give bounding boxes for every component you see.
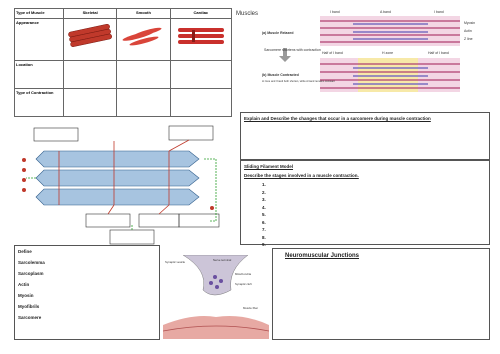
item: Sarcomere bbox=[18, 315, 42, 320]
cardiac-image bbox=[177, 28, 224, 44]
skeletal-image bbox=[68, 24, 112, 47]
term-list: Sarcolemma Sarcoplasm Actin Myosin Myofibril… bbox=[18, 260, 156, 320]
label: I band bbox=[330, 10, 340, 14]
label: H zone and I band both shorten, while A … bbox=[262, 79, 335, 83]
row-label: Type of Contraction bbox=[14, 88, 64, 117]
muscle-table: Type of Muscle Skeletal Smooth Cardiac Appe… bbox=[14, 8, 233, 117]
label: A band bbox=[380, 10, 391, 14]
th: Smooth bbox=[116, 8, 171, 19]
label: Myosin bbox=[464, 21, 475, 25]
label: I band bbox=[434, 10, 444, 14]
row-label: Appearance bbox=[14, 18, 64, 61]
nmj-box: Neuromuscular Junctions bbox=[272, 248, 490, 340]
nmj-image: Synaptic vesicle Nerve terminal Mitochondr… bbox=[163, 255, 269, 339]
item: Sarcoplasm bbox=[18, 271, 44, 276]
label: Half of I band bbox=[322, 51, 343, 55]
item: Synaptic vesicle bbox=[165, 260, 185, 264]
item: 7. bbox=[262, 227, 266, 232]
item: Muscle fiber bbox=[243, 306, 258, 310]
row-label: Location bbox=[14, 60, 64, 89]
label: H zone bbox=[382, 51, 393, 55]
label: (a) Muscle Relaxed bbox=[262, 31, 294, 35]
label: Half of I band bbox=[428, 51, 449, 55]
myofibril-diagram bbox=[22, 125, 220, 245]
item: 3. bbox=[262, 197, 266, 202]
prompt: Describe the stages involved in a muscle… bbox=[244, 173, 359, 178]
item: 1. bbox=[262, 182, 266, 187]
item: Myosin bbox=[18, 293, 34, 298]
label: Z line bbox=[464, 37, 473, 41]
prompt: Explain and Describe the changes that oc… bbox=[244, 116, 431, 121]
item: 5. bbox=[262, 212, 266, 217]
item: 9. bbox=[262, 242, 266, 247]
explain-box: Explain and Describe the changes that oc… bbox=[240, 112, 490, 160]
heading: Neuromuscular Junctions bbox=[285, 253, 360, 259]
th: Type of Muscle bbox=[14, 8, 64, 19]
item: Myofibrils bbox=[18, 304, 40, 309]
smooth-image bbox=[122, 27, 162, 46]
th: Cardiac bbox=[169, 8, 233, 19]
item: 6. bbox=[262, 219, 266, 225]
label: (b) Muscle Contracted bbox=[262, 73, 299, 77]
item: 8. bbox=[262, 234, 266, 240]
item: Synaptic cleft bbox=[235, 282, 252, 286]
item: Mitochondria bbox=[235, 272, 251, 276]
item: Actin bbox=[18, 282, 30, 287]
define-box: Define Sarcolemma Sarcoplasm Actin Myosin My… bbox=[14, 245, 160, 340]
item: Sarcolemma bbox=[18, 260, 45, 265]
page-title: Muscles bbox=[236, 11, 259, 17]
stage-list: 1. 2. 3. 4. 5. 6. 7. 8. 9. bbox=[262, 181, 486, 249]
label: Sarcomere shortens with contraction bbox=[264, 48, 321, 52]
item: 4. bbox=[262, 204, 266, 210]
sliding-box: Sliding Filament Model Describe the stag… bbox=[240, 160, 490, 247]
th: Skeletal bbox=[62, 8, 118, 19]
heading: Define bbox=[18, 249, 32, 254]
item: 2. bbox=[262, 189, 266, 195]
heading: Sliding Filament Model bbox=[244, 164, 294, 169]
item: Nerve terminal bbox=[213, 258, 232, 262]
label: Actin bbox=[464, 29, 472, 33]
sarcomere-diagram: I band A band I band (a) Muscle Relaxed … bbox=[262, 10, 475, 92]
